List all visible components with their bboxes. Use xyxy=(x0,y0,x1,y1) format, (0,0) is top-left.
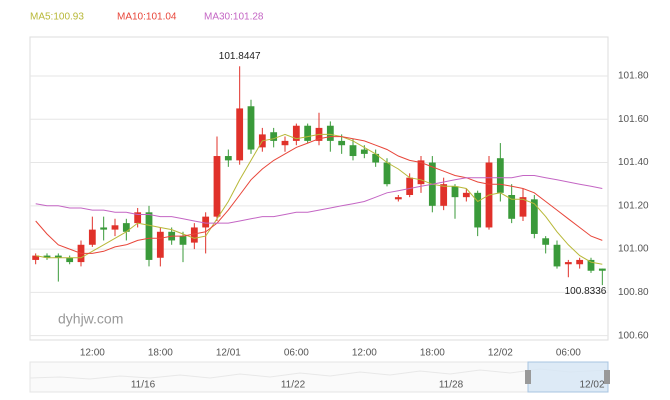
candle-body xyxy=(564,262,572,265)
candle-body xyxy=(440,184,448,206)
candle-body xyxy=(383,162,391,185)
navigator-handle[interactable] xyxy=(525,370,531,384)
candle-body xyxy=(145,212,153,260)
ma-line xyxy=(35,175,603,224)
candle-body xyxy=(54,255,62,258)
candle-body xyxy=(338,140,346,146)
candle-body xyxy=(122,223,130,232)
candle-body xyxy=(247,106,255,150)
candle-body xyxy=(394,197,402,200)
navigator-line xyxy=(29,368,609,380)
candle-body xyxy=(270,132,278,141)
candle-body xyxy=(213,156,221,217)
ma-line xyxy=(35,133,603,265)
candle-body xyxy=(553,244,561,267)
candle-body xyxy=(451,186,459,198)
candle-body xyxy=(542,238,550,245)
y-tick-label: 101.40 xyxy=(618,157,649,168)
navigator-label: 11/22 xyxy=(281,380,306,391)
navigator-frame xyxy=(29,361,609,393)
navigator-label: 11/16 xyxy=(131,380,156,391)
y-tick-label: 100.60 xyxy=(618,330,649,341)
candle-body xyxy=(372,153,380,163)
candle-body xyxy=(576,259,584,265)
navigator xyxy=(29,361,610,393)
candle-body xyxy=(462,192,470,198)
candle-body xyxy=(508,194,516,219)
candle-body xyxy=(587,259,595,271)
candle-body xyxy=(304,125,312,141)
y-tick-label: 101.60 xyxy=(618,114,649,125)
watermark: dyhjw.com xyxy=(58,311,123,327)
min-label: 100.8336 xyxy=(565,286,607,297)
y-tick-label: 100.80 xyxy=(618,287,649,298)
candle-body xyxy=(496,158,504,193)
candle-body xyxy=(88,229,96,245)
candle-body xyxy=(66,257,74,263)
x-tick-label: 18:00 xyxy=(148,348,173,359)
candle-body xyxy=(417,160,425,185)
candle-body xyxy=(202,216,210,228)
x-tick-label: 12:00 xyxy=(80,348,105,359)
navigator-label: 11/28 xyxy=(439,380,464,391)
candle-body xyxy=(224,156,232,161)
navigator-handle[interactable] xyxy=(604,370,610,384)
candle-body xyxy=(530,199,538,234)
x-tick-label: 06:00 xyxy=(556,348,581,359)
candle-body xyxy=(292,125,300,141)
legend-entry: MA10:101.04 xyxy=(117,12,177,23)
candle-body xyxy=(406,177,414,195)
candle-body xyxy=(43,255,51,258)
navigator-label: 12/02 xyxy=(579,380,604,391)
candle-body xyxy=(360,149,368,154)
candle-body xyxy=(111,225,119,230)
candle-body xyxy=(190,227,198,243)
candle-body xyxy=(134,212,142,224)
candle-body xyxy=(156,231,164,258)
candle-body xyxy=(281,140,289,146)
candle-body xyxy=(179,236,187,245)
x-tick-label: 12:00 xyxy=(352,348,377,359)
candle-body xyxy=(32,255,40,260)
x-tick-label: 18:00 xyxy=(420,348,445,359)
legend-entry: MA30:101.28 xyxy=(204,12,264,23)
candle-body xyxy=(326,125,334,141)
x-tick-label: 12/02 xyxy=(488,348,513,359)
ma-line xyxy=(35,136,603,254)
candle-body xyxy=(349,145,357,157)
x-tick-label: 06:00 xyxy=(284,348,309,359)
x-tick-label: 12/01 xyxy=(216,348,241,359)
candle-body xyxy=(598,268,606,271)
candle-body xyxy=(236,108,244,161)
y-tick-label: 101.00 xyxy=(618,244,649,255)
max-label: 101.8447 xyxy=(219,51,261,62)
y-tick-label: 101.80 xyxy=(618,71,649,82)
legend-entry: MA5:100.93 xyxy=(30,12,84,23)
candle-body xyxy=(100,227,108,230)
candle-body xyxy=(474,192,482,228)
candle-body xyxy=(519,197,527,217)
y-tick-label: 101.20 xyxy=(618,200,649,211)
plot-frame xyxy=(29,36,609,341)
